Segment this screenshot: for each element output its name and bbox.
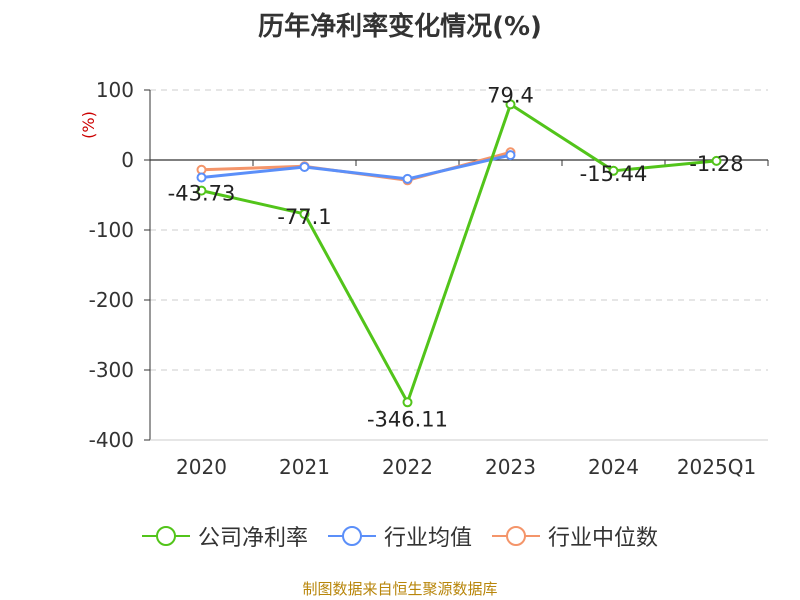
series-lines — [196, 99, 722, 408]
x-tick-label: 2024 — [588, 455, 639, 479]
data-point — [402, 397, 413, 408]
x-tick-label: 2021 — [279, 455, 330, 479]
data-label: -77.1 — [277, 205, 331, 229]
legend-marker-industry-median — [492, 526, 540, 546]
chart-title: 历年净利率变化情况(%) — [258, 12, 542, 42]
data-label: -15.44 — [580, 162, 648, 186]
data-point — [299, 162, 310, 172]
legend-label-company: 公司净利率 — [197, 526, 308, 551]
data-point — [711, 155, 722, 166]
data-point — [505, 150, 516, 161]
data-point — [608, 165, 619, 176]
y-tick-label: -200 — [89, 288, 134, 312]
legend-item-company[interactable]: 公司净利率 — [141, 520, 308, 552]
data-label: -346.11 — [367, 407, 448, 431]
data-point — [299, 208, 310, 219]
data-point — [505, 99, 516, 110]
legend-marker-industry-mean — [327, 526, 376, 546]
legend-item-industry-median[interactable]: 行业中位数 — [492, 520, 658, 552]
y-axis-label: (%) — [79, 111, 98, 139]
legend-marker-company — [141, 526, 190, 546]
data-label: -43.73 — [168, 182, 236, 206]
y-tick-label: 0 — [121, 148, 134, 172]
data-labels: -43.73 -77.1 -346.11 79.4 -15.44 -1.28 — [168, 83, 744, 431]
data-point — [196, 172, 207, 183]
series-line — [201, 102, 717, 404]
x-tick-label: 2023 — [485, 455, 536, 479]
grid-lines — [150, 89, 768, 441]
legend: 公司净利率 行业均值 行业中位数 — [0, 520, 800, 552]
legend-label-industry-median: 行业中位数 — [548, 526, 659, 551]
x-tick-label: 2022 — [382, 455, 433, 479]
data-point — [402, 173, 413, 184]
axes: 100 0 -100 -200 -300 -400 2020 2021 2022 2023 2024… — [79, 78, 769, 479]
data-point — [196, 185, 207, 196]
y-tick-label: -100 — [89, 218, 134, 242]
x-tick-label: 2025Q1 — [677, 455, 756, 479]
data-label: -1.28 — [689, 152, 743, 176]
y-tick-label: -300 — [89, 358, 134, 382]
data-label: 79.4 — [487, 83, 534, 107]
series-line — [201, 153, 511, 181]
legend-label-industry-mean: 行业均值 — [383, 526, 472, 551]
legend-item-industry-mean[interactable]: 行业均值 — [327, 520, 472, 552]
y-tick-label: 100 — [96, 78, 134, 102]
y-tick-label: -400 — [89, 428, 134, 452]
x-tick-label: 2020 — [176, 455, 227, 479]
source-footer: 制图数据来自恒生聚源数据库 — [302, 580, 498, 598]
